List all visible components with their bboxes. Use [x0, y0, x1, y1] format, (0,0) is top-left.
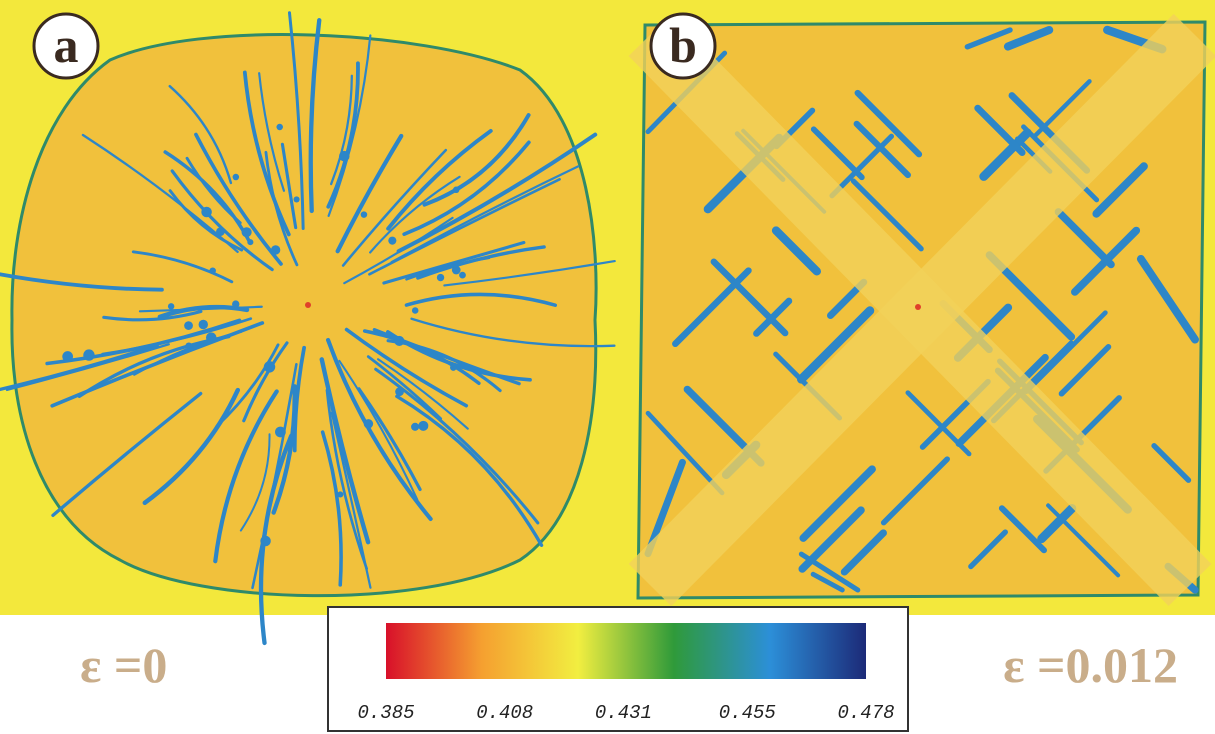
droplet: [459, 272, 466, 279]
droplet: [271, 245, 280, 254]
center: [305, 302, 311, 308]
droplet: [276, 124, 282, 130]
colorbar-tick-label: 0.385: [357, 702, 414, 724]
droplet: [450, 364, 457, 371]
droplet: [294, 196, 300, 202]
droplet: [168, 303, 174, 309]
caption: ε =0.012: [1003, 637, 1178, 693]
droplet: [260, 536, 270, 546]
droplet: [206, 332, 217, 343]
colorbar-tick-label: 0.455: [719, 702, 776, 724]
droplet: [199, 320, 208, 329]
colorbar-tick-label: 0.478: [837, 702, 894, 724]
droplet: [411, 423, 419, 431]
droplet: [201, 207, 212, 218]
droplet: [275, 427, 286, 438]
droplet: [232, 300, 239, 307]
droplet: [388, 237, 396, 245]
colorbar: [386, 623, 866, 679]
droplet: [233, 174, 239, 180]
droplet: [209, 267, 215, 273]
droplet: [361, 211, 368, 218]
crystal-a: [12, 35, 596, 596]
colorbar-tick-label: 0.431: [595, 702, 652, 724]
droplet: [184, 321, 193, 330]
figure: a b ε =0 ε =0.012 0.385 0.408 0.431 0.455 0.…: [0, 0, 1215, 734]
droplet: [453, 187, 460, 194]
droplet: [437, 274, 444, 281]
droplet: [412, 307, 419, 314]
panel-label: a: [54, 17, 79, 73]
droplet: [418, 421, 428, 431]
droplet: [395, 387, 404, 396]
center: [915, 304, 921, 310]
colorbar-tick-label: 0.408: [476, 702, 533, 724]
panel-label: b: [669, 17, 697, 73]
droplet: [242, 227, 252, 237]
caption: ε =0: [80, 637, 167, 693]
droplet: [364, 419, 373, 428]
